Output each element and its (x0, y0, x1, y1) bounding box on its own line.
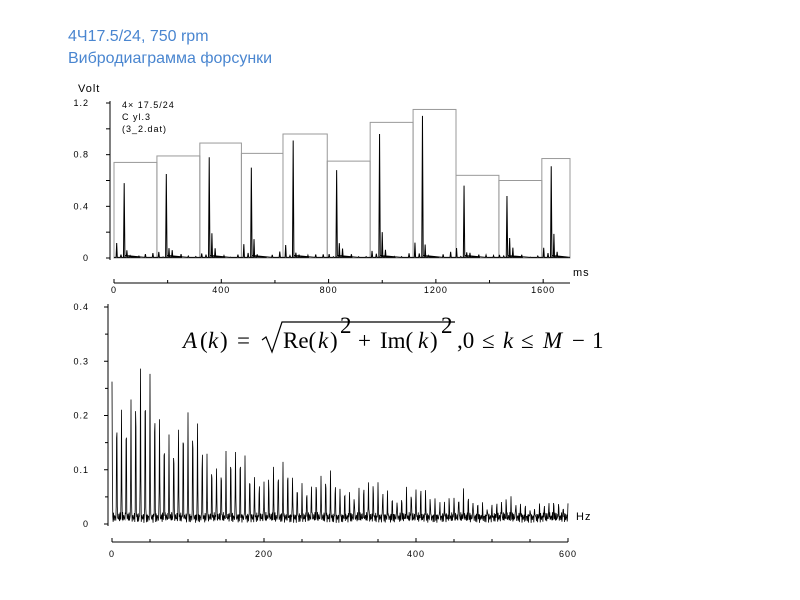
y-tick-label: 1.2 (73, 98, 89, 108)
formula: A(k) = Re(k)2+ Im(k)2,0 ≤ k ≤ M −1 (181, 313, 604, 354)
x-tick-label: 400 (212, 285, 230, 295)
y-tick-label: 0.4 (73, 201, 89, 211)
formula-one: 1 (592, 328, 604, 353)
x-tick-label: 800 (320, 285, 338, 295)
x-tick-label: 0 (109, 549, 115, 559)
x-axis-label: ms (573, 267, 590, 279)
x-tick-label: 1600 (531, 285, 555, 295)
spectrum-trace (111, 368, 569, 523)
formula-minus: − (572, 328, 585, 353)
formula-im-close: ) (430, 328, 438, 353)
formula-plus: + (358, 328, 371, 353)
formula-equals: = (237, 328, 250, 353)
formula-im: Im( (380, 328, 413, 353)
cycle-window-box (541, 158, 571, 259)
formula-leq-2: ≤ (521, 328, 534, 353)
formula-exp-1: 2 (340, 313, 352, 338)
y-tick-label: 0 (83, 519, 89, 529)
legend-annotation-line: (3_2.dat) (122, 124, 167, 134)
chart-title: 4Ч17.5/24, 750 rpm (68, 28, 209, 45)
formula-leq-1: ≤ (482, 328, 495, 353)
legend-annotation-line: C yl.3 (122, 112, 151, 122)
x-axis-label: Hz (576, 511, 591, 523)
formula-lhs-k: k (208, 328, 219, 353)
y-tick-label: 0 (83, 253, 89, 263)
x-tick-label: 0 (111, 285, 117, 295)
formula-lhs-close: ) (220, 328, 228, 353)
formula-re: Re( (283, 328, 316, 353)
formula-k: k (503, 328, 514, 353)
formula-re-k: k (318, 328, 329, 353)
y-tick-label: 0.3 (73, 356, 89, 366)
y-tick-label: 0.2 (73, 411, 89, 421)
y-tick-label: 0.8 (73, 150, 89, 160)
formula-lhs: A (181, 328, 198, 353)
legend-annotation-line: 4× 17.5/24 (122, 100, 175, 110)
chart-subtitle: Вибродиаграмма форсунки (68, 50, 273, 67)
formula-M: M (542, 328, 564, 353)
x-tick-label: 1200 (424, 285, 448, 295)
x-tick-label: 400 (407, 549, 425, 559)
y-tick-label: 0.1 (73, 465, 89, 475)
vibrodiagram-chart: 0 0.4 0.8 1.2 Volt 0 400 800 1200 1600 ms 4× 17.5/2… (73, 83, 590, 295)
formula-im-k: k (418, 328, 429, 353)
x-tick-label: 200 (255, 549, 273, 559)
formula-re-close: ) (330, 328, 338, 353)
formula-range-start: ,0 (457, 328, 474, 353)
signal-trace (114, 115, 571, 258)
radical-sign (261, 321, 455, 354)
y-tick-label: 0.4 (73, 302, 89, 312)
formula-exp-2: 2 (441, 313, 453, 338)
x-tick-label: 600 (559, 549, 577, 559)
y-axis-label: Volt (78, 83, 100, 95)
formula-lhs-paren: ( (200, 328, 208, 353)
